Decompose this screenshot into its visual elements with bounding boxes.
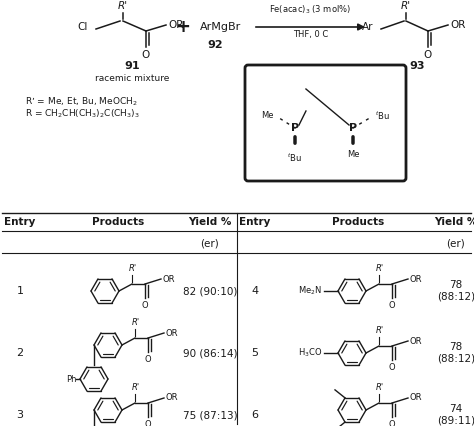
Text: +: + — [175, 18, 191, 36]
Text: 3: 3 — [17, 410, 24, 420]
Text: OR: OR — [410, 274, 422, 283]
Text: O: O — [142, 50, 150, 60]
Text: OR: OR — [166, 394, 179, 403]
Text: 74
(89:11): 74 (89:11) — [437, 404, 474, 426]
Text: 6: 6 — [252, 410, 258, 420]
Text: Entry: Entry — [239, 217, 271, 227]
Text: Me: Me — [262, 112, 274, 121]
FancyBboxPatch shape — [245, 65, 406, 181]
Text: $^t$Bu: $^t$Bu — [375, 110, 390, 122]
Text: O: O — [424, 50, 432, 60]
Text: Products: Products — [92, 217, 144, 227]
Text: Me$_2$N: Me$_2$N — [298, 285, 322, 297]
Text: R': R' — [132, 318, 140, 327]
Text: 78
(88:12): 78 (88:12) — [437, 280, 474, 302]
Text: R = CH$_2$CH(CH$_3$)$_2$C(CH$_3$)$_3$: R = CH$_2$CH(CH$_3$)$_2$C(CH$_3$)$_3$ — [25, 108, 140, 121]
Text: O: O — [389, 363, 395, 372]
Text: Entry: Entry — [4, 217, 36, 227]
Text: OR: OR — [163, 274, 175, 283]
Text: Ar: Ar — [362, 22, 373, 32]
Text: Fe(acac)$_3$ (3 mol%): Fe(acac)$_3$ (3 mol%) — [269, 3, 352, 16]
Text: OR: OR — [166, 328, 179, 337]
Text: R’ = Me, Et, Bu, MeOCH$_2$: R’ = Me, Et, Bu, MeOCH$_2$ — [25, 95, 138, 107]
Text: 90 (86:14): 90 (86:14) — [183, 348, 237, 358]
Text: O: O — [145, 420, 151, 426]
Text: 5: 5 — [252, 348, 258, 358]
Text: R': R' — [376, 326, 384, 335]
Text: R': R' — [132, 383, 140, 392]
Text: 92: 92 — [207, 40, 223, 50]
Text: O: O — [389, 420, 395, 426]
Text: 93: 93 — [409, 61, 425, 71]
Text: $^t$Bu: $^t$Bu — [288, 152, 302, 164]
Text: Me: Me — [347, 150, 359, 159]
Text: 91: 91 — [124, 61, 140, 71]
Text: R': R' — [401, 1, 411, 11]
Text: P: P — [291, 123, 299, 133]
Text: R': R' — [118, 1, 128, 11]
Text: 4: 4 — [251, 286, 258, 296]
Text: THF, 0 C: THF, 0 C — [293, 30, 328, 39]
Text: Ph: Ph — [66, 374, 77, 383]
Text: H$_3$CO: H$_3$CO — [298, 347, 322, 359]
Text: OR: OR — [168, 20, 183, 30]
Text: O: O — [389, 301, 395, 310]
Text: Yield %: Yield % — [434, 217, 474, 227]
Text: 75 (87:13): 75 (87:13) — [182, 410, 237, 420]
Text: Cl: Cl — [78, 22, 88, 32]
Text: OR: OR — [410, 337, 422, 345]
Text: (er): (er) — [447, 238, 465, 248]
Text: R': R' — [376, 383, 384, 392]
Text: (er): (er) — [201, 238, 219, 248]
Text: ArMgBr: ArMgBr — [200, 22, 241, 32]
Text: 82 (90:10): 82 (90:10) — [183, 286, 237, 296]
Text: 1: 1 — [17, 286, 24, 296]
Text: O: O — [145, 355, 151, 364]
Text: O: O — [142, 301, 148, 310]
Text: 78
(88:12): 78 (88:12) — [437, 342, 474, 364]
Text: R': R' — [376, 264, 384, 273]
Text: OR: OR — [450, 20, 465, 30]
Text: 2: 2 — [17, 348, 24, 358]
Text: racemic mixture: racemic mixture — [95, 74, 169, 83]
Text: P: P — [349, 123, 357, 133]
Text: OR: OR — [410, 394, 422, 403]
Text: Yield %: Yield % — [188, 217, 232, 227]
Text: R': R' — [129, 264, 137, 273]
Text: Products: Products — [332, 217, 384, 227]
